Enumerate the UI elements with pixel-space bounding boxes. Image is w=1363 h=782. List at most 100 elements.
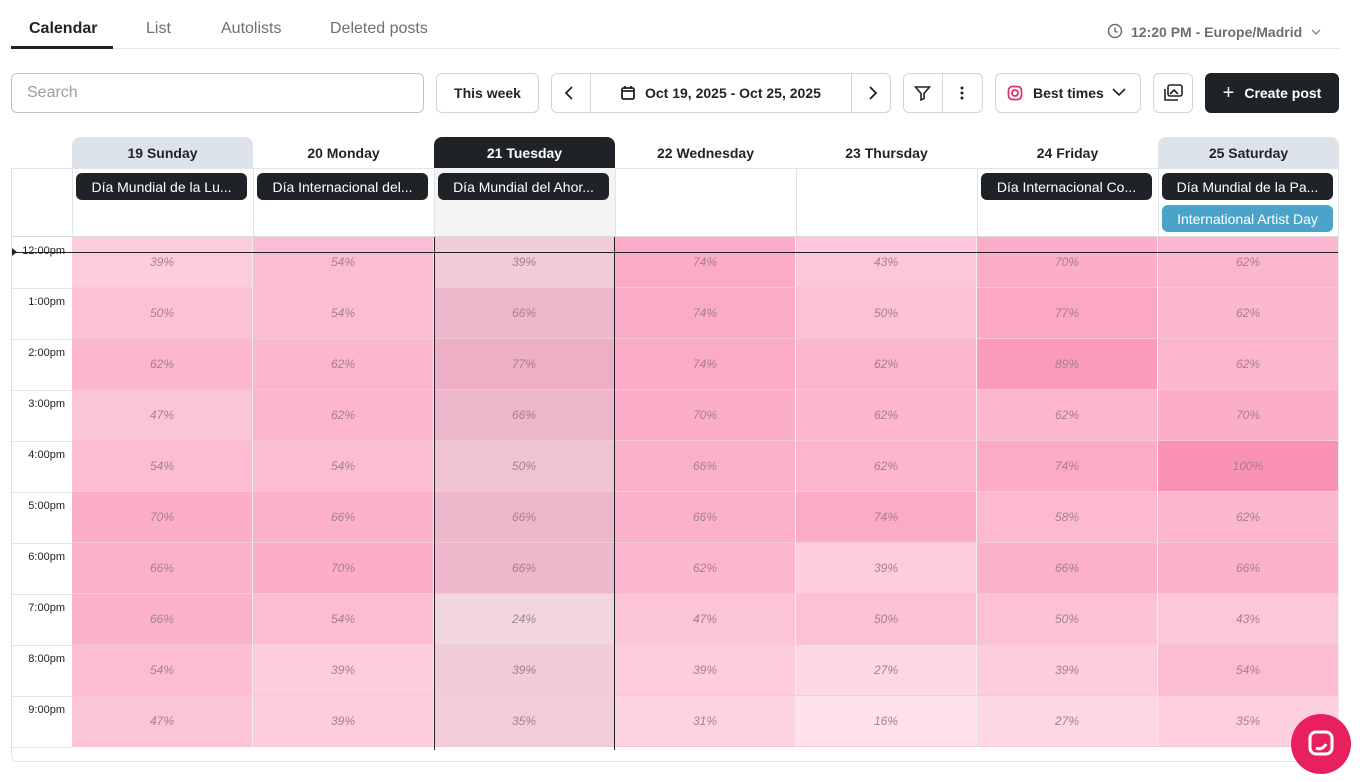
heat-cell[interactable]: 27%	[796, 645, 977, 696]
heat-cell[interactable]: 54%	[72, 441, 253, 492]
heat-cell[interactable]: 39%	[434, 237, 615, 288]
heat-cell[interactable]: 47%	[72, 390, 253, 441]
date-range[interactable]: Oct 19, 2025 - Oct 25, 2025	[645, 85, 821, 101]
hour-line	[12, 747, 72, 748]
heat-cell[interactable]: 31%	[615, 696, 796, 747]
event-chip[interactable]: Día Internacional del...	[257, 173, 428, 200]
heat-cell[interactable]: 58%	[977, 492, 1158, 543]
heat-cell[interactable]: 70%	[977, 237, 1158, 288]
heat-cell[interactable]: 66%	[615, 441, 796, 492]
heat-cell[interactable]: 62%	[253, 390, 434, 441]
filter-button[interactable]	[914, 85, 931, 101]
heat-cell[interactable]: 70%	[72, 492, 253, 543]
heat-cell[interactable]: 100%	[1158, 441, 1339, 492]
media-button[interactable]	[1153, 73, 1193, 113]
event-chip[interactable]: Día Mundial de la Lu...	[76, 173, 247, 200]
heat-cell[interactable]: 50%	[796, 288, 977, 339]
heat-cell[interactable]: 66%	[434, 543, 615, 594]
search-input[interactable]: Search	[11, 73, 424, 113]
heat-cell[interactable]: 24%	[434, 594, 615, 645]
heat-cell[interactable]: 62%	[72, 339, 253, 390]
heat-cell[interactable]: 54%	[253, 594, 434, 645]
chat-button[interactable]	[1291, 714, 1351, 774]
heat-cell[interactable]: 66%	[72, 543, 253, 594]
heat-cell[interactable]: 62%	[615, 543, 796, 594]
hour-line	[12, 645, 72, 646]
heat-cell[interactable]: 54%	[253, 288, 434, 339]
instagram-icon	[1007, 85, 1023, 101]
heat-cell[interactable]: 39%	[72, 237, 253, 288]
divider	[590, 74, 591, 112]
heat-cell[interactable]: 66%	[253, 492, 434, 543]
heat-cell[interactable]: 62%	[1158, 288, 1339, 339]
heat-cell[interactable]: 70%	[1158, 390, 1339, 441]
heat-cell[interactable]: 62%	[1158, 492, 1339, 543]
heat-cell[interactable]: 62%	[977, 390, 1158, 441]
heat-cell[interactable]: 66%	[615, 492, 796, 543]
heat-cell[interactable]: 77%	[434, 339, 615, 390]
heat-cell[interactable]: 62%	[796, 441, 977, 492]
heat-cell[interactable]: 39%	[796, 543, 977, 594]
heat-cell[interactable]: 47%	[615, 594, 796, 645]
next-week-button[interactable]	[864, 85, 880, 101]
heat-cell[interactable]: 89%	[977, 339, 1158, 390]
heat-cell[interactable]: 39%	[977, 645, 1158, 696]
heat-cell[interactable]: 66%	[72, 594, 253, 645]
heat-cell[interactable]: 62%	[1158, 237, 1339, 288]
heat-cell[interactable]: 62%	[796, 390, 977, 441]
heat-cell[interactable]: 66%	[1158, 543, 1339, 594]
heat-cell[interactable]: 74%	[977, 441, 1158, 492]
heat-cell[interactable]: 43%	[1158, 594, 1339, 645]
heat-cell[interactable]: 62%	[253, 339, 434, 390]
timezone[interactable]: 12:20 PM - Europe/Madrid	[1131, 24, 1303, 40]
heat-cell[interactable]: 39%	[615, 645, 796, 696]
heat-cell[interactable]: 62%	[1158, 339, 1339, 390]
heat-cell[interactable]: 43%	[796, 237, 977, 288]
heat-cell[interactable]: 47%	[72, 696, 253, 747]
divider	[942, 74, 943, 112]
heat-cell[interactable]: 74%	[615, 237, 796, 288]
chat-icon	[1308, 730, 1334, 756]
heat-cell[interactable]: 66%	[434, 288, 615, 339]
heat-cell[interactable]: 77%	[977, 288, 1158, 339]
heat-cell[interactable]: 50%	[434, 441, 615, 492]
heat-cell[interactable]: 27%	[977, 696, 1158, 747]
heat-cell[interactable]: 39%	[253, 645, 434, 696]
event-chip[interactable]: International Artist Day	[1162, 205, 1333, 232]
event-chip[interactable]: Día Internacional Co...	[981, 173, 1152, 200]
hour-label: 1:00pm	[28, 296, 65, 308]
heat-cell[interactable]: 50%	[977, 594, 1158, 645]
heat-cell[interactable]: 66%	[434, 390, 615, 441]
tab[interactable]: Autolists	[221, 20, 282, 37]
event-chip[interactable]: Día Mundial de la Pa...	[1162, 173, 1333, 200]
more-button[interactable]	[954, 85, 970, 101]
heat-cell[interactable]: 74%	[615, 288, 796, 339]
date-nav	[551, 73, 891, 113]
heat-cell[interactable]: 62%	[796, 339, 977, 390]
tab[interactable]: Deleted posts	[330, 20, 428, 37]
tab[interactable]: List	[146, 20, 171, 37]
heat-cell[interactable]: 50%	[796, 594, 977, 645]
day-header: 23 Thursday	[845, 144, 928, 161]
heat-cell[interactable]: 70%	[253, 543, 434, 594]
tab[interactable]: Calendar	[29, 20, 98, 37]
prev-week-button[interactable]	[562, 85, 578, 101]
heat-cell[interactable]: 66%	[434, 492, 615, 543]
heat-cell[interactable]: 50%	[72, 288, 253, 339]
heat-cell[interactable]: 74%	[615, 339, 796, 390]
heat-cell[interactable]: 35%	[434, 696, 615, 747]
heat-cell[interactable]: 39%	[434, 645, 615, 696]
heat-cell[interactable]: 66%	[977, 543, 1158, 594]
heat-cell[interactable]: 70%	[615, 390, 796, 441]
heat-cell[interactable]: 54%	[253, 237, 434, 288]
heat-cell[interactable]: 54%	[72, 645, 253, 696]
heat-cell[interactable]: 39%	[253, 696, 434, 747]
event-chip[interactable]: Día Mundial del Ahor...	[438, 173, 609, 200]
create-post-button[interactable]: + Create post	[1205, 73, 1339, 113]
heat-cell[interactable]: 74%	[796, 492, 977, 543]
this-week-button[interactable]: This week	[436, 73, 539, 113]
now-line	[12, 252, 1338, 253]
heat-cell[interactable]: 54%	[253, 441, 434, 492]
heat-cell[interactable]: 16%	[796, 696, 977, 747]
heat-cell[interactable]: 54%	[1158, 645, 1339, 696]
